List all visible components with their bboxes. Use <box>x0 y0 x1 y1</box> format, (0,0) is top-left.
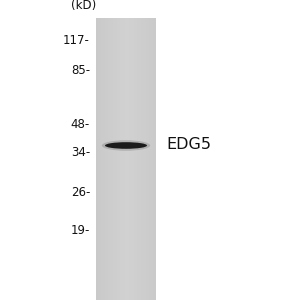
Bar <box>99 18 100 300</box>
Text: 117-: 117- <box>63 34 90 47</box>
Bar <box>138 18 140 300</box>
Bar <box>130 18 132 300</box>
Text: (kD): (kD) <box>71 0 97 12</box>
Text: 26-: 26- <box>70 185 90 199</box>
Bar <box>146 18 147 300</box>
Bar <box>147 18 148 300</box>
Bar <box>103 18 105 300</box>
Bar <box>128 18 129 300</box>
Ellipse shape <box>102 140 150 151</box>
Bar <box>112 18 114 300</box>
Ellipse shape <box>105 142 147 149</box>
Bar <box>152 18 153 300</box>
Bar <box>129 18 130 300</box>
Bar <box>134 18 135 300</box>
Bar <box>126 18 128 300</box>
Bar <box>154 18 156 300</box>
Bar <box>141 18 142 300</box>
Bar <box>148 18 150 300</box>
Bar <box>106 18 108 300</box>
Bar <box>100 18 102 300</box>
Text: 34-: 34- <box>71 146 90 160</box>
Bar <box>116 18 117 300</box>
Bar <box>117 18 118 300</box>
Bar <box>142 18 144 300</box>
Text: 48-: 48- <box>71 118 90 131</box>
Bar <box>120 18 122 300</box>
Bar <box>135 18 136 300</box>
Bar <box>153 18 154 300</box>
Bar <box>118 18 120 300</box>
Bar <box>122 18 123 300</box>
Text: 85-: 85- <box>71 64 90 77</box>
Bar <box>96 18 156 300</box>
Bar <box>110 18 111 300</box>
Bar <box>144 18 146 300</box>
Bar <box>98 18 99 300</box>
Bar <box>96 18 98 300</box>
Bar <box>123 18 124 300</box>
Bar <box>108 18 110 300</box>
Bar <box>136 18 138 300</box>
Bar <box>124 18 126 300</box>
Text: EDG5: EDG5 <box>167 137 212 152</box>
Bar <box>105 18 106 300</box>
Bar <box>150 18 152 300</box>
Text: 19-: 19- <box>70 224 90 238</box>
Bar <box>140 18 141 300</box>
Bar <box>132 18 134 300</box>
Bar <box>102 18 104 300</box>
Bar <box>111 18 112 300</box>
Bar <box>114 18 116 300</box>
